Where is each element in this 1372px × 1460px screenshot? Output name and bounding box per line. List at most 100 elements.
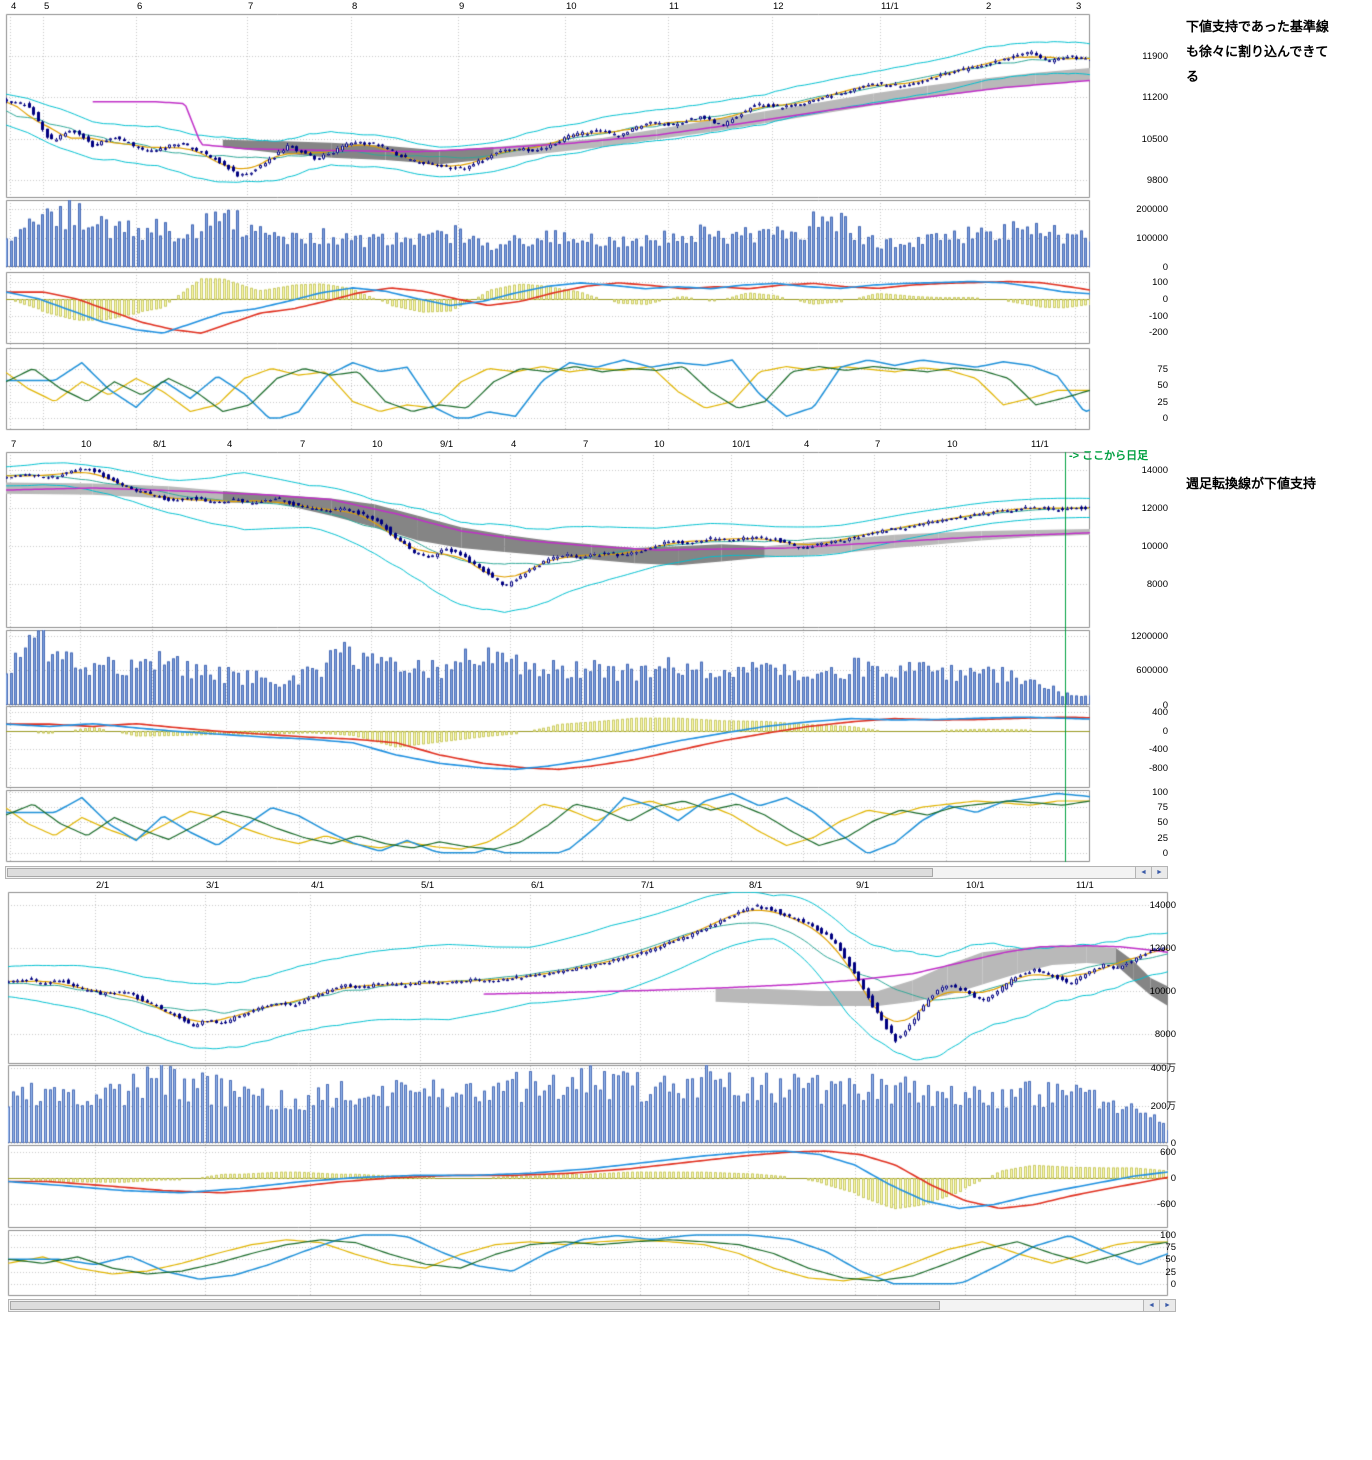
x-tick-label: 3 [1076, 1, 1082, 12]
x-tick-label: 12 [773, 1, 784, 12]
x-tick-label: 10 [947, 439, 958, 450]
y-tick-label: 11900 [1142, 51, 1168, 62]
y-tick-label: -800 [1148, 763, 1168, 774]
x-tick-label: 8 [352, 1, 358, 12]
x-tick-label: 9 [459, 1, 465, 12]
y-tick-label: 25 [1157, 833, 1168, 844]
y-tick-label: 100 [1160, 1230, 1176, 1241]
y-tick-label: 600 [1160, 1147, 1176, 1158]
y-tick-label: 0 [1162, 262, 1168, 273]
scroll-left-button[interactable]: ◄ [1135, 867, 1151, 878]
y-tick-label: 9800 [1146, 175, 1168, 186]
x-tick-label: 10 [372, 439, 383, 450]
x-tick-label: 11/1 [881, 1, 899, 12]
y-tick-label: 100 [1152, 277, 1168, 288]
y-tick-label: 12000 [1141, 503, 1168, 514]
x-tick-label: 10 [654, 439, 665, 450]
scrollbar-thumb[interactable] [10, 1301, 940, 1310]
y-tick-label: 10500 [1141, 134, 1168, 145]
scroll-left-button[interactable]: ◄ [1143, 1300, 1159, 1311]
y-tick-label: 50 [1165, 1254, 1176, 1265]
y-tick-label: 0 [1170, 1173, 1176, 1184]
x-tick-label: 5 [44, 1, 50, 12]
y-tick-label: 1200000 [1131, 631, 1168, 642]
y-tick-label: 14000 [1141, 465, 1168, 476]
x-tick-label: 7 [875, 439, 881, 450]
x-tick-label: 10 [566, 1, 577, 12]
chart2-horizontal-scrollbar[interactable]: ◄ ► [5, 866, 1168, 879]
y-tick-label: 400 [1152, 707, 1168, 718]
x-tick-label: 7/1 [641, 880, 655, 891]
daily-chart-start-marker-label: -> ここから日足 [1069, 450, 1149, 462]
scroll-right-button[interactable]: ► [1151, 867, 1167, 878]
x-tick-label: 10 [81, 439, 92, 450]
y-tick-label: 11200 [1142, 92, 1168, 103]
x-tick-label: 8/1 [153, 439, 167, 450]
y-tick-label: 75 [1157, 364, 1168, 375]
y-tick-label: 8000 [1146, 579, 1168, 590]
x-tick-label: 11/1 [1031, 439, 1049, 450]
y-tick-label: -600 [1156, 1199, 1176, 1210]
x-tick-label: 6 [137, 1, 143, 12]
chart3-horizontal-scrollbar[interactable]: ◄ ► [8, 1299, 1176, 1312]
y-tick-label: 50 [1157, 380, 1168, 391]
x-tick-label: 4 [511, 439, 517, 450]
x-tick-label: 7 [248, 1, 254, 12]
scrollbar-thumb[interactable] [7, 868, 933, 877]
scroll-right-button[interactable]: ► [1159, 1300, 1175, 1311]
x-tick-label: 7 [11, 439, 17, 450]
y-tick-label: 12000 [1149, 943, 1176, 954]
y-tick-label: 10000 [1141, 541, 1168, 552]
y-tick-label: 75 [1157, 802, 1168, 813]
x-tick-label: 8/1 [749, 880, 763, 891]
y-tick-label: 600000 [1136, 665, 1168, 676]
x-tick-label: 11 [669, 1, 679, 12]
y-tick-label: 50 [1157, 817, 1168, 828]
y-tick-label: 100 [1152, 787, 1168, 798]
y-tick-label: 400万 [1150, 1063, 1176, 1074]
scrollbar-track[interactable] [6, 867, 1135, 878]
x-tick-label: 4 [227, 439, 233, 450]
y-tick-label: 8000 [1154, 1029, 1176, 1040]
y-tick-label: -100 [1148, 311, 1168, 322]
x-tick-label: 4/1 [311, 880, 325, 891]
x-tick-label: 3/1 [206, 880, 220, 891]
x-tick-label: 6/1 [531, 880, 545, 891]
y-tick-label: 14000 [1149, 900, 1176, 911]
annotation-line-3: る [1186, 69, 1200, 84]
x-tick-label: 10/1 [966, 880, 985, 891]
y-tick-label: 200万 [1150, 1101, 1176, 1112]
annotation-line-2: も徐々に割り込んできて [1186, 44, 1329, 59]
y-tick-label: 0 [1162, 413, 1168, 424]
x-tick-label: 4 [11, 1, 17, 12]
x-tick-label: 11/1 [1076, 880, 1094, 891]
x-tick-label: 2/1 [96, 880, 110, 891]
y-tick-label: 0 [1162, 726, 1168, 737]
x-tick-label: 2 [986, 1, 992, 12]
x-tick-label: 4 [804, 439, 810, 450]
y-tick-label: 0 [1162, 848, 1168, 859]
annotation-baseline-support: 下値支持であった基準線 も徐々に割り込んできて る [1186, 14, 1350, 89]
y-tick-label: 75 [1165, 1242, 1176, 1253]
x-tick-label: 10/1 [732, 439, 751, 450]
x-tick-label: 7 [300, 439, 306, 450]
y-tick-label: 0 [1170, 1279, 1176, 1290]
x-tick-label: 7 [583, 439, 589, 450]
y-tick-label: -400 [1148, 744, 1168, 755]
x-tick-label: 9/1 [856, 880, 870, 891]
x-tick-label: 5/1 [421, 880, 435, 891]
y-tick-label: 10000 [1149, 986, 1176, 997]
y-tick-label: -200 [1148, 327, 1168, 338]
y-tick-label: 0 [1162, 700, 1168, 711]
scrollbar-track[interactable] [9, 1300, 1143, 1311]
annotation-line-1: 下値支持であった基準線 [1186, 19, 1329, 34]
y-tick-label: 0 [1170, 1138, 1176, 1149]
y-tick-label: 25 [1157, 397, 1168, 408]
y-tick-label: 25 [1165, 1267, 1176, 1278]
y-tick-label: 100000 [1136, 233, 1168, 244]
annotation-weekly-tenkan-support: 週足転換線が下値支持 [1186, 476, 1317, 491]
y-tick-label: 0 [1162, 294, 1168, 305]
x-tick-label: 9/1 [440, 439, 454, 450]
